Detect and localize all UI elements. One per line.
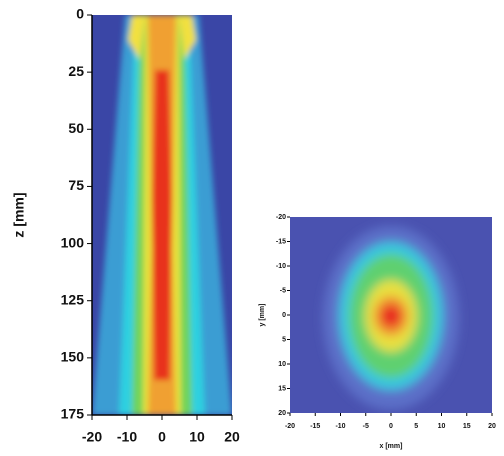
x-tick-label: 0 bbox=[389, 423, 393, 430]
x-tick-label: 10 bbox=[438, 423, 446, 430]
x-tick-label: 20 bbox=[224, 429, 240, 445]
y-tick-label: 150 bbox=[61, 349, 85, 365]
x-tick-label: 20 bbox=[488, 423, 496, 430]
y-tick-label: -5 bbox=[280, 287, 286, 294]
y-tick-label: 75 bbox=[68, 177, 84, 193]
heatmap-right bbox=[290, 217, 492, 413]
y-tick-label: 100 bbox=[61, 234, 85, 250]
y-tick-label: 175 bbox=[61, 406, 85, 422]
y-tick-label: 0 bbox=[76, 6, 84, 22]
y-tick-label: 25 bbox=[68, 63, 84, 79]
x-tick-label: 10 bbox=[189, 429, 205, 445]
y-tick-label: 10 bbox=[278, 361, 286, 368]
x-tick-label: 0 bbox=[158, 429, 166, 445]
x-tick-label: -10 bbox=[117, 429, 137, 445]
y-tick-label: 5 bbox=[282, 336, 286, 343]
y-axis-label: y [mm] bbox=[259, 304, 266, 327]
x-tick-label: -5 bbox=[363, 423, 369, 430]
y-tick-label: 15 bbox=[278, 385, 286, 392]
x-tick-label: -20 bbox=[285, 423, 295, 430]
y-tick-label: 125 bbox=[61, 291, 85, 307]
y-tick-label: -20 bbox=[276, 214, 286, 221]
y-tick-label: 0 bbox=[282, 312, 286, 319]
x-tick-label: -15 bbox=[310, 423, 320, 430]
y-tick-label: -15 bbox=[276, 238, 286, 245]
x-tick-label: -10 bbox=[335, 423, 345, 430]
x-tick-label: 5 bbox=[414, 423, 418, 430]
x-tick-label: 15 bbox=[463, 423, 471, 430]
x-axis-label: x [mm] bbox=[380, 443, 403, 450]
heatmap-left bbox=[92, 15, 232, 415]
x-tick-label: -20 bbox=[82, 429, 102, 445]
y-tick-label: 20 bbox=[278, 410, 286, 417]
y-axis-label: z [mm] bbox=[11, 192, 27, 237]
y-tick-label: -10 bbox=[276, 263, 286, 270]
y-tick-label: 50 bbox=[68, 120, 84, 136]
